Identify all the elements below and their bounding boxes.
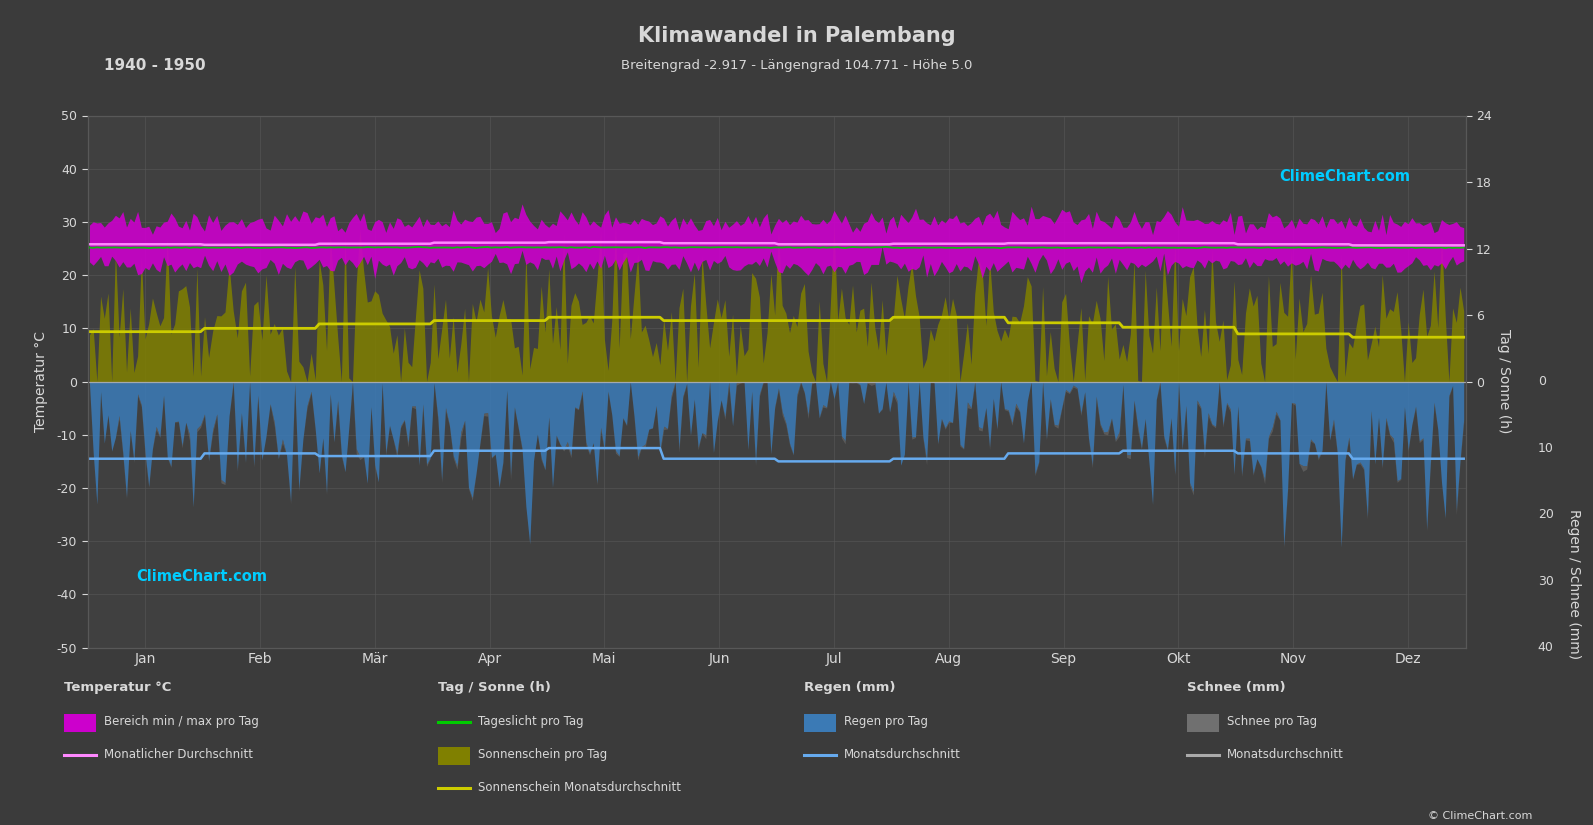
Text: Monatsdurchschnitt: Monatsdurchschnitt bbox=[844, 748, 961, 761]
Text: 30: 30 bbox=[1537, 574, 1553, 587]
Text: Sonnenschein Monatsdurchschnitt: Sonnenschein Monatsdurchschnitt bbox=[478, 781, 680, 794]
Text: 0: 0 bbox=[1537, 375, 1545, 388]
Text: Schnee pro Tag: Schnee pro Tag bbox=[1227, 715, 1317, 728]
Text: Tag / Sonne (h): Tag / Sonne (h) bbox=[438, 681, 551, 694]
Text: Regen pro Tag: Regen pro Tag bbox=[844, 715, 929, 728]
Text: 40: 40 bbox=[1537, 641, 1553, 654]
Text: 10: 10 bbox=[1537, 441, 1553, 455]
Text: 1940 - 1950: 1940 - 1950 bbox=[104, 58, 205, 73]
Y-axis label: Tag / Sonne (h): Tag / Sonne (h) bbox=[1497, 329, 1512, 434]
Text: Sonnenschein pro Tag: Sonnenschein pro Tag bbox=[478, 748, 607, 761]
Text: ClimeChart.com: ClimeChart.com bbox=[1279, 169, 1410, 184]
Text: Regen (mm): Regen (mm) bbox=[804, 681, 895, 694]
Text: ClimeChart.com: ClimeChart.com bbox=[135, 568, 268, 584]
Text: Breitengrad -2.917 - Längengrad 104.771 - Höhe 5.0: Breitengrad -2.917 - Längengrad 104.771 … bbox=[621, 59, 972, 73]
Text: Schnee (mm): Schnee (mm) bbox=[1187, 681, 1286, 694]
Text: Monatlicher Durchschnitt: Monatlicher Durchschnitt bbox=[104, 748, 253, 761]
Text: Temperatur °C: Temperatur °C bbox=[64, 681, 170, 694]
Text: Monatsdurchschnitt: Monatsdurchschnitt bbox=[1227, 748, 1343, 761]
Text: © ClimeChart.com: © ClimeChart.com bbox=[1427, 811, 1532, 821]
Text: Klimawandel in Palembang: Klimawandel in Palembang bbox=[637, 26, 956, 46]
Text: 20: 20 bbox=[1537, 508, 1553, 521]
Text: Tageslicht pro Tag: Tageslicht pro Tag bbox=[478, 715, 583, 728]
Y-axis label: Temperatur °C: Temperatur °C bbox=[35, 331, 48, 432]
Text: Bereich min / max pro Tag: Bereich min / max pro Tag bbox=[104, 715, 258, 728]
Text: Regen / Schnee (mm): Regen / Schnee (mm) bbox=[1568, 509, 1580, 659]
